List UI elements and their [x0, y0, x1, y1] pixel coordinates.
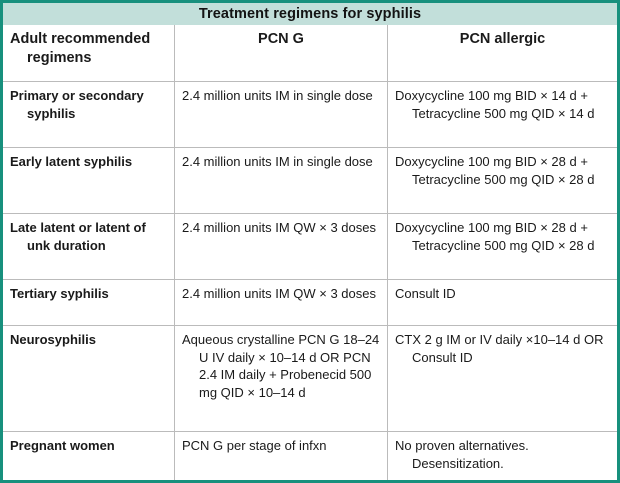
table-header-row: Adult recommended regimens PCN G PCN all… [3, 25, 617, 81]
table-title: Treatment regimens for syphilis [3, 3, 617, 25]
row-label: Neurosyphilis [3, 326, 175, 431]
row-pcn-g: 2.4 million units IM in single dose [175, 148, 388, 213]
table-row: Late latent or latent of unk duration 2.… [3, 213, 617, 279]
column-header-pcn-allergic: PCN allergic [459, 31, 546, 47]
column-header-regimens: Adult recommended regimens [3, 25, 175, 81]
column-header-pcn-g: PCN G [175, 25, 388, 81]
row-pcn-g: 2.4 million units IM QW × 3 doses [175, 214, 388, 279]
row-pcn-g: Aqueous crystalline PCN G 18–24 U IV dai… [175, 326, 388, 431]
row-pcn-allergic: CTX 2 g IM or IV daily ×10–14 d OR Consu… [395, 332, 604, 365]
table-row: Primary or secondary syphilis 2.4 millio… [3, 81, 617, 147]
row-label: Late latent or latent of unk duration [3, 214, 175, 279]
table-row: Early latent syphilis 2.4 million units … [3, 147, 617, 213]
row-pcn-allergic: No proven alternatives. Desensitization. [395, 438, 529, 471]
table-row: Neurosyphilis Aqueous crystalline PCN G … [3, 325, 617, 431]
row-label: Early latent syphilis [3, 148, 175, 213]
row-pcn-allergic: Doxycycline 100 mg BID × 14 d + Tetracyc… [395, 88, 595, 121]
table-row: Pregnant women PCN G per stage of infxn … [3, 431, 617, 480]
row-label: Pregnant women [3, 432, 175, 480]
row-pcn-allergic: Doxycycline 100 mg BID × 28 d + Tetracyc… [395, 154, 595, 187]
row-pcn-g: 2.4 million units IM QW × 3 doses [175, 280, 388, 325]
row-pcn-g: PCN G per stage of infxn [175, 432, 388, 480]
row-label: Primary or secondary syphilis [3, 82, 175, 147]
table-row: Tertiary syphilis 2.4 million units IM Q… [3, 279, 617, 325]
row-label: Tertiary syphilis [3, 280, 175, 325]
row-pcn-allergic: Doxycycline 100 mg BID × 28 d + Tetracyc… [395, 220, 595, 253]
row-pcn-allergic: Consult ID [395, 286, 456, 301]
row-pcn-g: 2.4 million units IM in single dose [175, 82, 388, 147]
